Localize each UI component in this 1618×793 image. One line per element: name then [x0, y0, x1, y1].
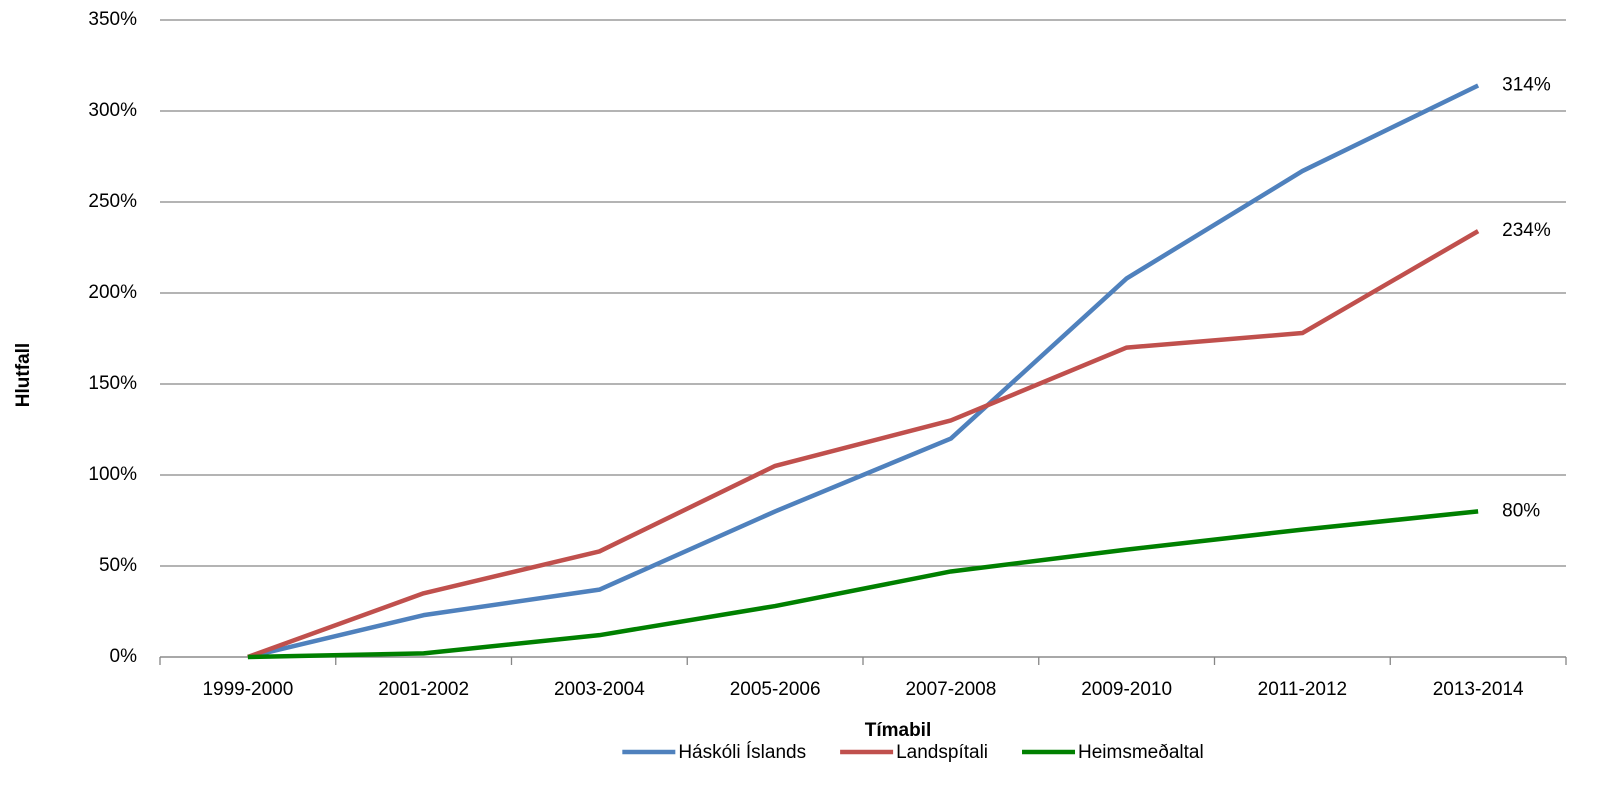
- data-label: 234%: [1502, 220, 1551, 241]
- legend-label: Landspítali: [896, 742, 988, 763]
- y-tick-label: 200%: [88, 282, 137, 303]
- y-tick-label: 300%: [88, 100, 137, 121]
- x-tick-label: 2011-2012: [1258, 679, 1347, 700]
- line: [247, 83, 1480, 660]
- x-tick-label: 2001-2002: [378, 679, 469, 700]
- y-tick-label: 150%: [88, 373, 137, 394]
- x-tick-label: 2007-2008: [905, 679, 996, 700]
- data-label: 314%: [1502, 75, 1551, 96]
- legend-label: Heimsmeðaltal: [1078, 742, 1204, 763]
- x-axis-label: Tímabil: [865, 720, 932, 741]
- y-tick-label: 50%: [99, 555, 137, 576]
- y-tick-label: 0%: [110, 646, 138, 667]
- y-tick-label: 250%: [88, 191, 137, 212]
- line: [247, 229, 1480, 660]
- y-axis-label: Hlutfall: [13, 343, 34, 407]
- legend-label: Háskóli Íslands: [678, 742, 806, 763]
- line: [247, 509, 1479, 660]
- x-tick-label: 2009-2010: [1081, 679, 1172, 700]
- y-tick-label: 100%: [88, 464, 137, 485]
- x-tick-label: 2003-2004: [554, 679, 645, 700]
- x-tick-label: 2005-2006: [730, 679, 821, 700]
- y-tick-label: 350%: [88, 9, 137, 30]
- x-tick-label: 2013-2014: [1433, 679, 1524, 700]
- data-label: 80%: [1502, 500, 1540, 521]
- x-tick-label: 1999-2000: [202, 679, 293, 700]
